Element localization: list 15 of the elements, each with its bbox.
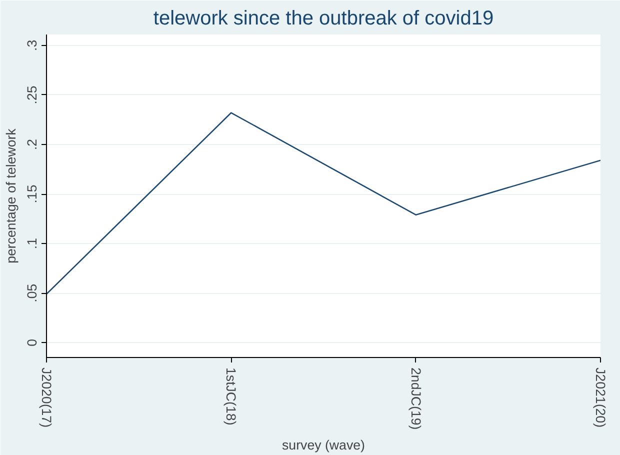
y-tick-label: .3 [24,40,40,51]
x-tick-label: 1stJC(18) [224,368,239,426]
y-tick-label: .1 [24,238,40,250]
chart-title: telework since the outbreak of covid19 [153,8,494,30]
x-tick-label: 2ndJC(19) [408,368,424,430]
y-tick-label: .2 [24,138,40,150]
x-tick-label: J2020(17) [39,368,54,428]
y-axis-title: percentage of telework [4,128,18,264]
line-series [46,112,600,295]
y-tick-label: .15 [24,184,40,204]
x-axis-title: survey (wave) [282,438,365,453]
y-tick-label: 0 [24,338,40,346]
y-tick-label: .05 [24,284,40,302]
y-tick-label: .25 [24,86,40,104]
x-tick-label: J2021(20) [593,368,608,428]
